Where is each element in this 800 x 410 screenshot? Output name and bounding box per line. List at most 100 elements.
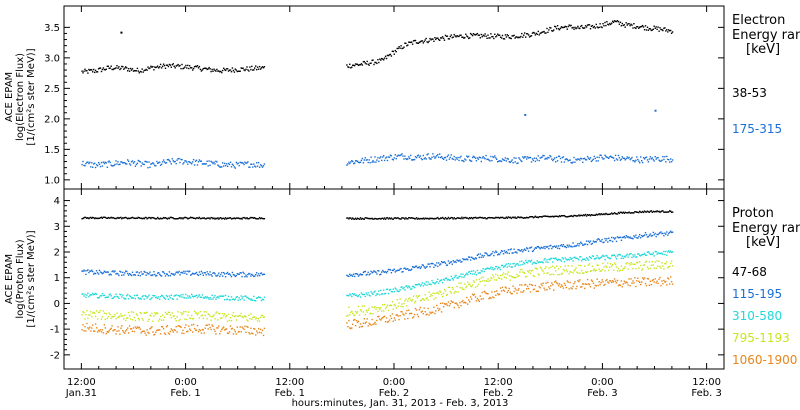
data-point-proton-795-1193 (262, 316, 265, 318)
data-point-electron-38-53 (356, 63, 359, 66)
data-point-proton-1060-1900 (210, 328, 212, 331)
data-point-proton-1060-1900 (195, 329, 198, 331)
data-point-proton-795-1193 (398, 302, 400, 304)
data-point-electron-175-315 (233, 166, 236, 168)
data-point-electron-175-315 (463, 160, 465, 163)
data-point-proton-1060-1900 (217, 327, 219, 329)
data-point-proton-795-1193 (439, 290, 441, 292)
data-point-proton-1060-1900 (525, 283, 527, 286)
data-point-electron-175-315 (586, 156, 589, 158)
data-point-proton-795-1193 (145, 312, 147, 314)
data-point-proton-795-1193 (541, 269, 543, 271)
data-point-proton-47-68 (606, 213, 608, 215)
data-point-proton-795-1193 (415, 295, 418, 297)
data-point-proton-310-580 (247, 297, 249, 299)
data-point-proton-795-1193 (153, 315, 155, 317)
data-point-proton-47-68 (85, 216, 87, 219)
data-point-proton-115-195 (430, 263, 432, 265)
data-point-proton-115-195 (405, 268, 407, 270)
data-point-proton-795-1193 (397, 305, 399, 307)
data-point-proton-310-580 (664, 253, 666, 256)
data-point-proton-795-1193 (498, 277, 501, 280)
data-point-proton-310-580 (440, 279, 442, 282)
data-point-electron-38-53 (214, 69, 216, 72)
data-point-proton-115-195 (87, 269, 89, 271)
data-point-proton-115-195 (128, 273, 131, 275)
data-point-proton-1060-1900 (619, 284, 622, 286)
data-point-proton-1060-1900 (566, 280, 568, 282)
data-point-proton-795-1193 (549, 274, 551, 276)
data-point-electron-38-53 (427, 41, 429, 44)
data-point-electron-175-315 (129, 164, 132, 166)
data-point-proton-115-195 (201, 272, 204, 274)
data-point-proton-795-1193 (224, 313, 226, 315)
data-point-proton-795-1193 (132, 311, 135, 313)
data-point-electron-38-53 (202, 68, 204, 70)
data-point-proton-1060-1900 (617, 284, 620, 287)
data-point-electron-175-315 (643, 158, 646, 160)
data-point-proton-795-1193 (113, 315, 115, 318)
data-point-proton-795-1193 (617, 267, 620, 270)
data-point-proton-47-68 (426, 217, 428, 219)
data-point-proton-795-1193 (618, 270, 621, 272)
data-point-proton-795-1193 (671, 265, 674, 267)
data-point-proton-1060-1900 (543, 287, 545, 289)
data-point-proton-1060-1900 (563, 282, 566, 285)
x-tick-label-time: 0:00 (591, 377, 613, 388)
data-point-proton-47-68 (112, 216, 114, 219)
data-point-electron-38-53 (658, 30, 660, 32)
data-point-proton-47-68 (456, 217, 458, 219)
data-point-electron-38-53 (349, 63, 351, 65)
data-point-proton-795-1193 (600, 270, 602, 272)
data-point-proton-795-1193 (571, 265, 573, 267)
data-point-electron-38-53 (500, 37, 503, 39)
data-point-proton-1060-1900 (227, 332, 230, 335)
data-point-proton-310-580 (99, 294, 102, 297)
data-point-electron-38-53 (188, 67, 190, 70)
data-point-proton-1060-1900 (663, 279, 665, 282)
data-point-proton-47-68 (641, 210, 644, 213)
data-point-proton-47-68 (228, 217, 231, 219)
data-point-proton-1060-1900 (355, 320, 358, 322)
data-point-proton-310-580 (216, 296, 218, 299)
data-point-electron-175-315 (583, 158, 585, 160)
data-point-proton-1060-1900 (160, 325, 163, 328)
data-point-proton-795-1193 (157, 312, 159, 315)
data-point-proton-115-195 (639, 234, 641, 236)
data-point-proton-310-580 (255, 300, 257, 302)
data-point-proton-115-195 (204, 272, 206, 274)
data-point-electron-38-53 (167, 65, 170, 68)
data-point-proton-310-580 (560, 260, 563, 262)
data-point-electron-38-53 (201, 69, 204, 71)
data-point-proton-795-1193 (514, 276, 516, 279)
data-point-proton-1060-1900 (546, 289, 548, 291)
data-point-proton-1060-1900 (409, 312, 411, 315)
data-point-proton-1060-1900 (452, 301, 454, 303)
data-point-proton-47-68 (414, 218, 417, 220)
data-point-proton-310-580 (583, 258, 585, 260)
data-point-proton-795-1193 (417, 295, 420, 297)
data-point-electron-175-315 (581, 158, 583, 160)
data-point-proton-1060-1900 (237, 331, 239, 333)
data-point-proton-310-580 (244, 295, 246, 297)
data-point-proton-310-580 (628, 254, 630, 256)
data-point-electron-175-315 (607, 156, 609, 159)
data-point-proton-1060-1900 (159, 333, 162, 335)
data-point-proton-47-68 (604, 213, 606, 216)
data-point-electron-38-53 (244, 69, 246, 72)
data-point-proton-47-68 (166, 218, 169, 220)
data-point-proton-47-68 (212, 217, 214, 220)
data-point-electron-175-315 (620, 158, 623, 160)
data-point-proton-1060-1900 (200, 332, 203, 334)
data-point-proton-47-68 (354, 218, 356, 220)
data-point-proton-310-580 (541, 261, 543, 263)
data-point-proton-47-68 (129, 217, 132, 219)
data-point-proton-310-580 (167, 298, 170, 300)
data-point-electron-175-315 (616, 159, 619, 161)
data-point-electron-175-315 (480, 160, 482, 163)
data-point-proton-115-195 (101, 272, 104, 275)
data-point-proton-115-195 (358, 274, 361, 276)
data-point-proton-1060-1900 (579, 279, 581, 281)
data-point-electron-38-53 (186, 67, 188, 69)
data-point-proton-115-195 (602, 241, 604, 244)
